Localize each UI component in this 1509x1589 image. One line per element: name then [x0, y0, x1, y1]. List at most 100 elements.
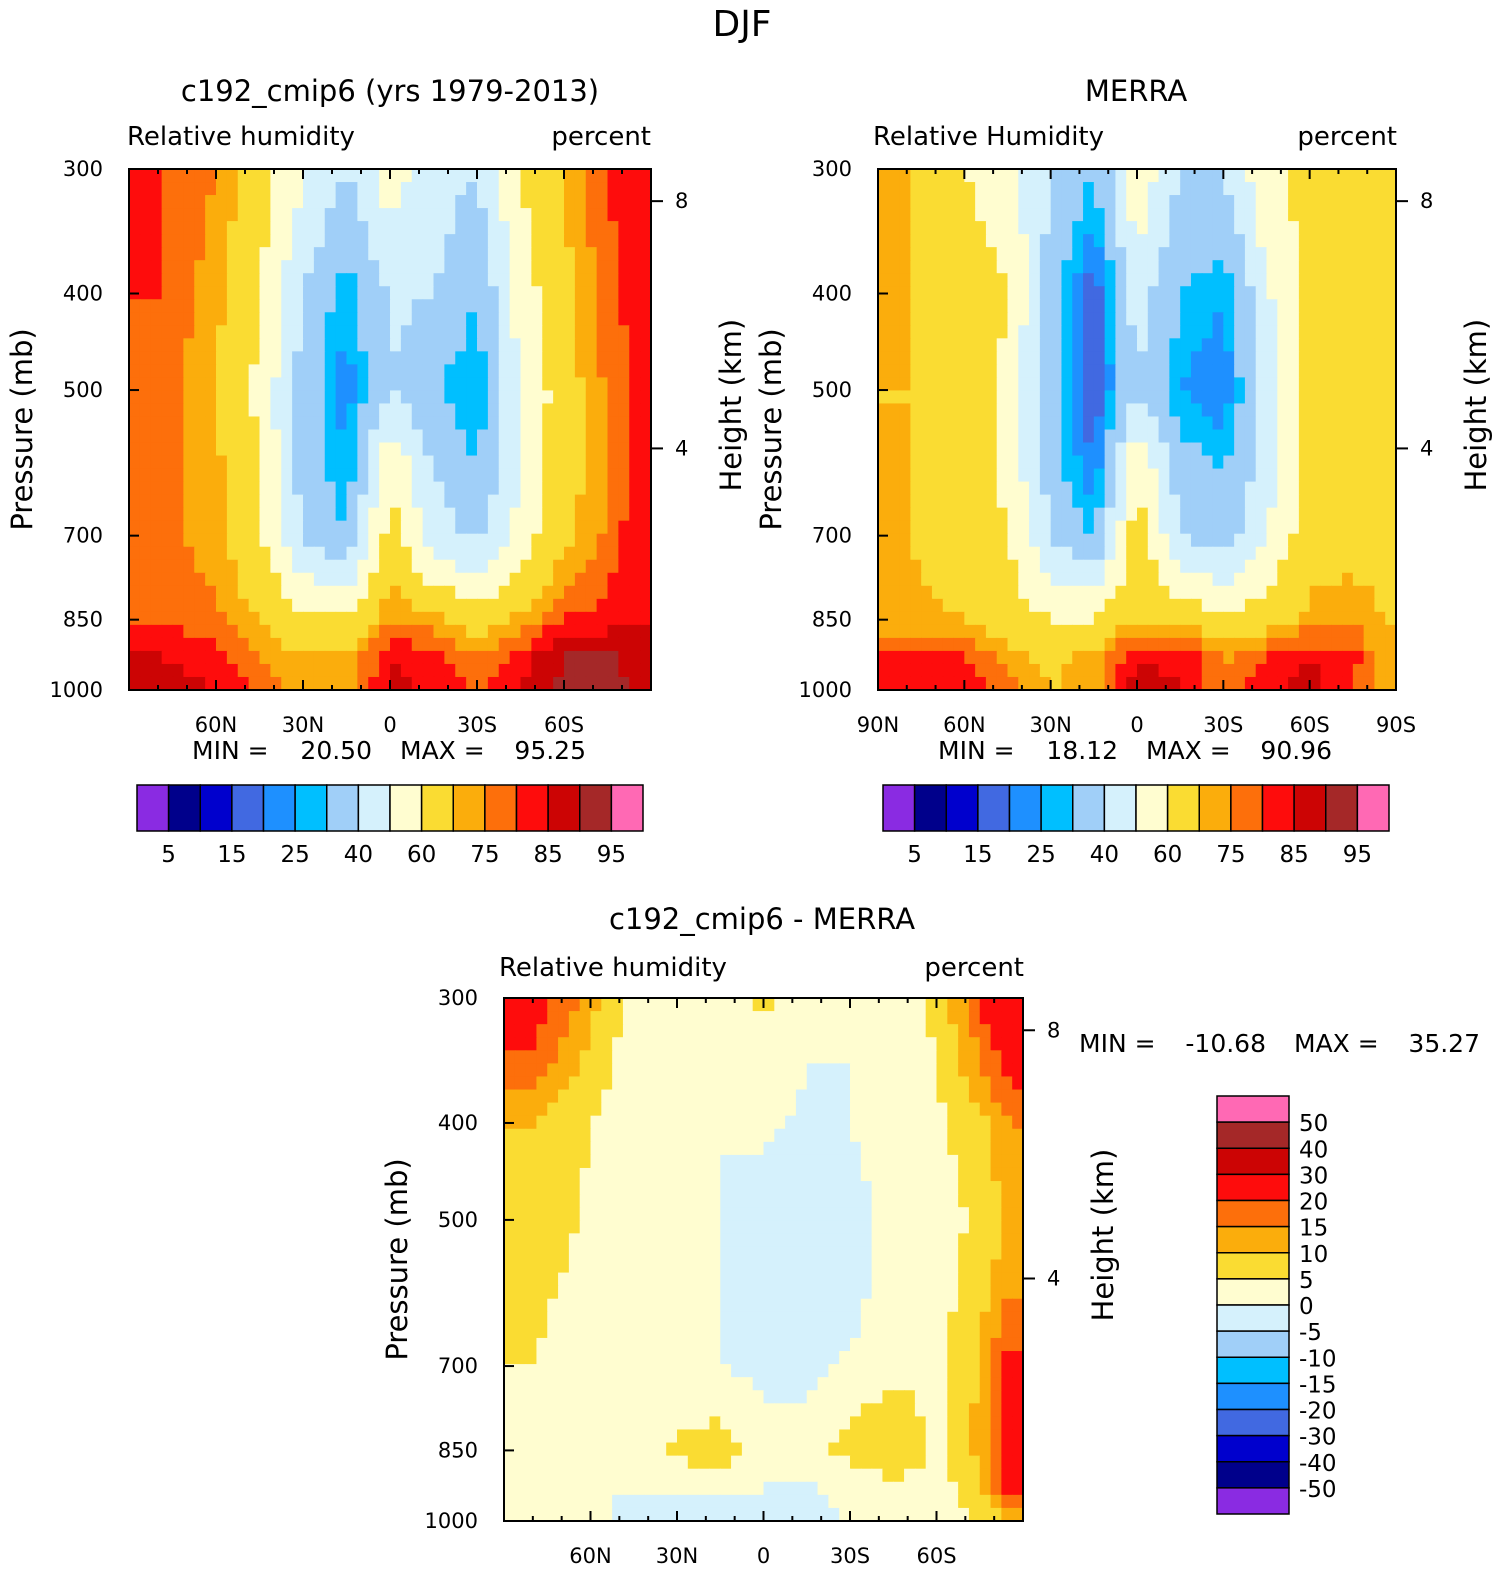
contour-cell	[1169, 624, 1181, 639]
contour-cell	[774, 1076, 786, 1091]
contour-cell	[379, 624, 391, 639]
contour-cell	[888, 299, 901, 313]
contour-cell	[975, 169, 987, 183]
contour-cell	[925, 1102, 938, 1117]
contour-cell	[1266, 312, 1278, 326]
contour-cell	[752, 1167, 765, 1182]
contour-cell	[914, 1233, 927, 1248]
contour-cell	[525, 1128, 538, 1143]
contour-cell	[1018, 221, 1030, 235]
contour-cell	[1385, 494, 1397, 509]
contour-cell	[542, 247, 554, 261]
contour-cell	[975, 494, 987, 509]
contour-cell	[752, 1076, 765, 1091]
contour-cell	[504, 1050, 516, 1064]
contour-cell	[640, 429, 652, 444]
contour-cell	[1288, 624, 1300, 639]
contour-cell	[574, 169, 587, 183]
contour-cell	[411, 572, 424, 587]
contour-cell	[640, 273, 652, 287]
contour-cell	[1061, 247, 1073, 261]
contour-cell	[585, 611, 598, 626]
contour-cell	[1244, 338, 1257, 352]
contour-cell	[1061, 286, 1073, 300]
contour-cell	[259, 572, 271, 587]
contour-cell	[709, 1220, 721, 1234]
contour-cell	[531, 208, 543, 222]
contour-cell	[904, 1154, 916, 1169]
contour-cell	[1266, 559, 1278, 574]
contour-cell	[553, 260, 565, 274]
contour-cell	[444, 429, 456, 444]
contour-cell	[996, 403, 1009, 418]
contour-cell	[622, 1181, 635, 1195]
panel-merra: MERRA Relative Humidity percent 30040050…	[754, 74, 1493, 868]
contour-cell	[1126, 598, 1138, 613]
contour-cell	[368, 585, 380, 600]
contour-cell	[531, 637, 543, 652]
contour-cell	[1061, 390, 1073, 405]
contour-cell	[281, 390, 293, 405]
contour-cell	[1061, 416, 1073, 431]
contour-cell	[996, 234, 1009, 248]
contour-cell	[996, 312, 1009, 326]
contour-cell	[433, 195, 445, 209]
contour-cell	[422, 182, 435, 196]
contour-cell	[1147, 260, 1160, 274]
contour-cell	[237, 520, 250, 535]
contour-cell	[1104, 429, 1117, 444]
contour-cell	[547, 1050, 559, 1064]
contour-cell	[150, 182, 163, 196]
contour-cell	[1147, 351, 1160, 365]
contour-cell	[1072, 611, 1084, 626]
contour-cell	[498, 507, 511, 522]
contour-cell	[1309, 533, 1322, 548]
contour-cell	[1061, 468, 1073, 483]
contour-cell	[585, 442, 598, 457]
contour-cell	[996, 585, 1009, 600]
contour-cell	[931, 390, 944, 405]
contour-cell	[1201, 247, 1214, 261]
contour-cell	[1093, 351, 1106, 365]
contour-cell	[1331, 299, 1343, 313]
contour-cell	[1298, 247, 1311, 261]
contour-cell	[1352, 260, 1365, 274]
contour-cell	[379, 429, 391, 444]
contour-cell	[183, 598, 195, 613]
contour-cell	[666, 1076, 678, 1091]
contour-cell	[433, 663, 445, 678]
contour-cell	[618, 442, 630, 457]
contour-cell	[931, 234, 944, 248]
contour-cell	[921, 546, 933, 561]
contour-cell	[161, 429, 174, 444]
contour-cell	[1234, 624, 1246, 639]
contour-cell	[942, 260, 955, 274]
contour-cell	[368, 507, 380, 522]
contour-cell	[1029, 182, 1041, 196]
contour-cell	[558, 1128, 570, 1143]
contour-cell	[741, 1076, 754, 1091]
contour-cell	[1169, 455, 1181, 470]
contour-cell	[161, 572, 174, 587]
contour-cell	[622, 1102, 635, 1117]
contour-cell	[520, 299, 532, 313]
contour-cell	[1212, 507, 1224, 522]
contour-cell	[1309, 520, 1322, 535]
panel-left-label: Relative humidity	[499, 953, 727, 983]
contour-cell	[1342, 182, 1354, 196]
contour-cell	[964, 455, 976, 470]
contour-cell	[1212, 676, 1224, 691]
contour-cell	[1255, 598, 1268, 613]
contour-cell	[629, 247, 641, 261]
contour-cell	[1029, 273, 1041, 287]
contour-cell	[1169, 390, 1181, 405]
contour-cell	[839, 1011, 851, 1025]
contour-cell	[910, 312, 922, 326]
contour-cell	[248, 377, 261, 392]
contour-cell	[644, 1011, 656, 1025]
contour-cell	[1039, 572, 1052, 587]
contour-cell	[996, 351, 1009, 365]
contour-cell	[237, 260, 250, 274]
contour-cell	[596, 182, 609, 196]
contour-cell	[942, 403, 955, 418]
